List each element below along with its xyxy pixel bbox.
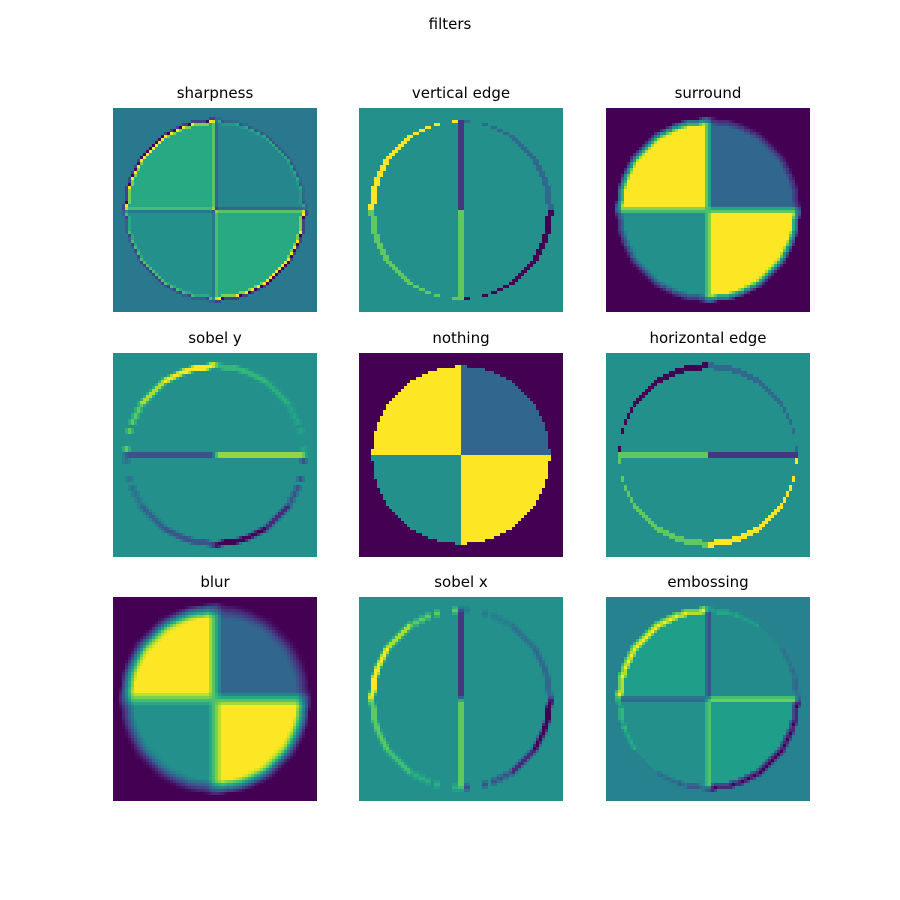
subplot-surround: surround bbox=[606, 84, 810, 312]
subplot-title: blur bbox=[200, 573, 230, 591]
subplot-nothing: nothing bbox=[359, 329, 563, 557]
subplot-title: sobel y bbox=[188, 329, 242, 347]
heatmap-image bbox=[113, 108, 317, 312]
heatmap-image bbox=[606, 597, 810, 801]
subplot-vertical-edge: vertical edge bbox=[359, 84, 563, 312]
heatmap-image bbox=[359, 597, 563, 801]
subplot-title: embossing bbox=[667, 573, 749, 591]
subplot-title: surround bbox=[674, 84, 742, 102]
subplot-title: sobel x bbox=[434, 573, 488, 591]
subplot-title: vertical edge bbox=[411, 84, 511, 102]
heatmap-image bbox=[606, 108, 810, 312]
subplot-horizontal-edge: horizontal edge bbox=[606, 329, 810, 557]
heatmap-image bbox=[359, 353, 563, 557]
subplot-title: nothing bbox=[432, 329, 490, 347]
heatmap-image bbox=[359, 108, 563, 312]
heatmap-image bbox=[606, 353, 810, 557]
subplot-blur: blur bbox=[113, 573, 317, 801]
subplot-sobel-y: sobel y bbox=[113, 329, 317, 557]
heatmap-image bbox=[113, 597, 317, 801]
subplot-embossing: embossing bbox=[606, 573, 810, 801]
subplot-title: horizontal edge bbox=[649, 329, 767, 347]
subplot-title: sharpness bbox=[176, 84, 254, 102]
heatmap-image bbox=[113, 353, 317, 557]
subplot-sharpness: sharpness bbox=[113, 84, 317, 312]
figure-title: filters bbox=[428, 15, 472, 33]
subplot-sobel-x: sobel x bbox=[359, 573, 563, 801]
